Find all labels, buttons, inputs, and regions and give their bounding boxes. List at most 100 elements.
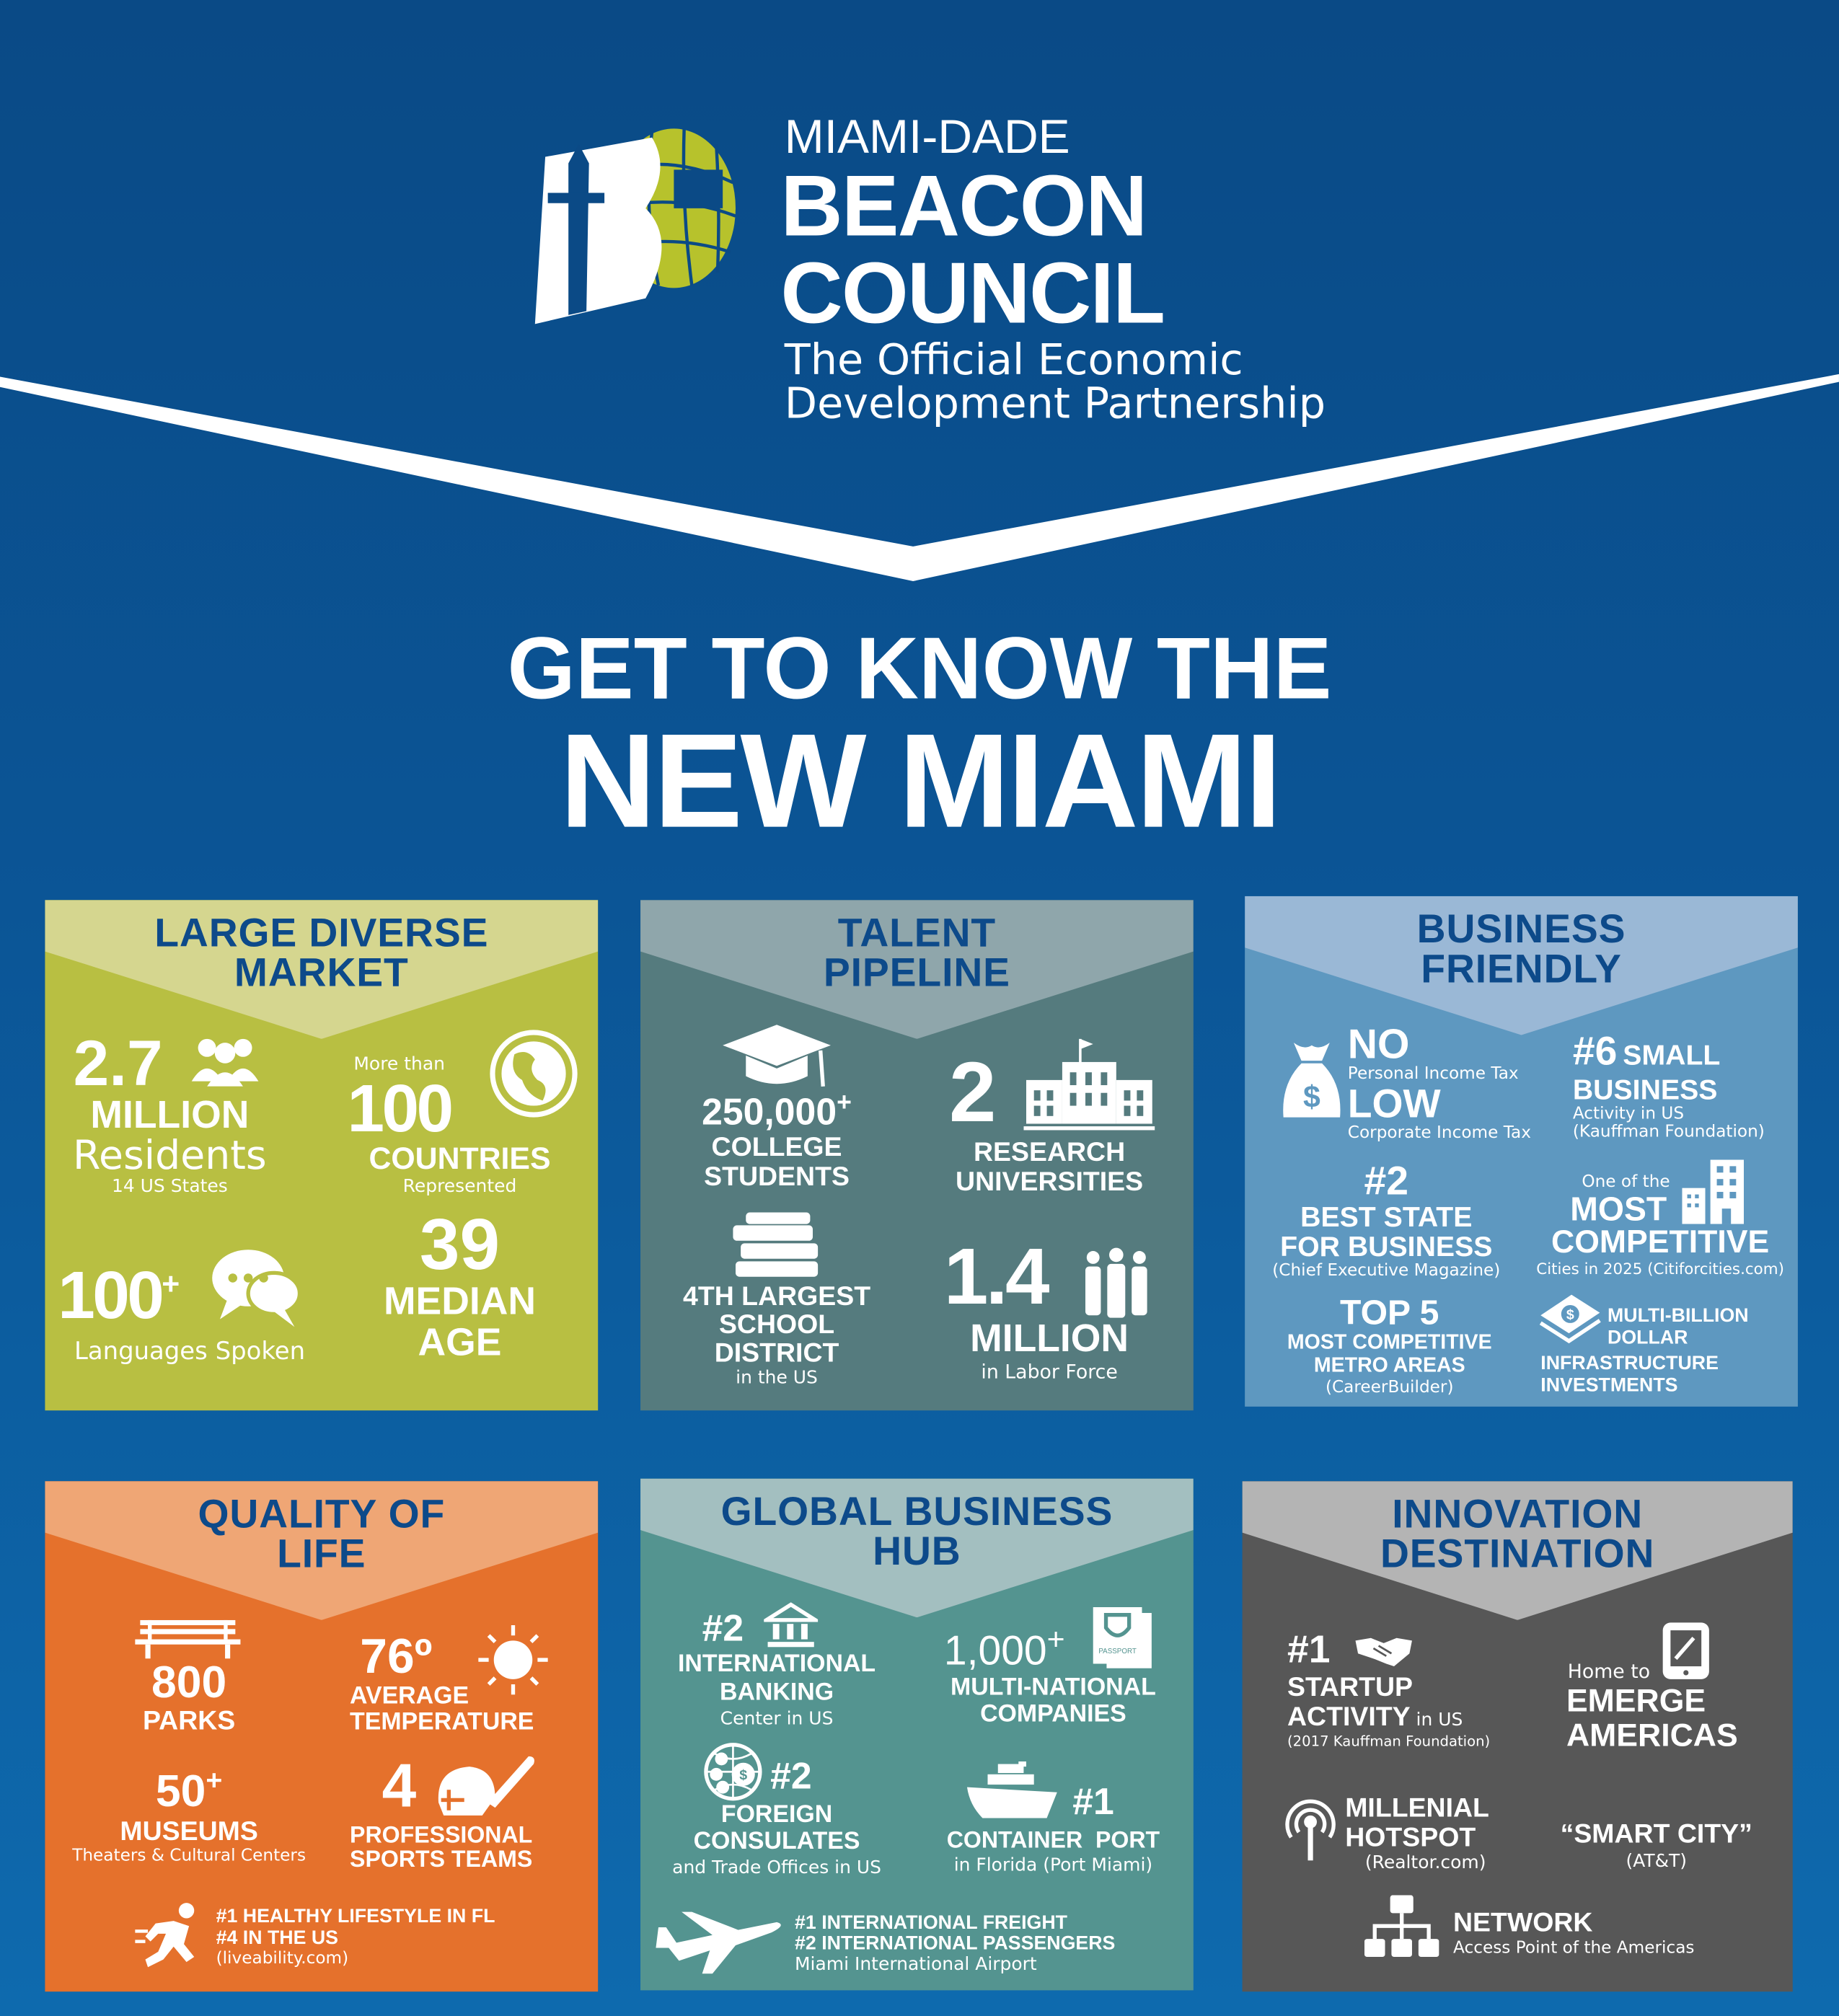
museums-note: Theaters & Cultural Centers xyxy=(72,1846,306,1866)
startup-rank: #1 xyxy=(1287,1629,1331,1672)
passport-icon: PASSPORT xyxy=(1093,1607,1153,1670)
temp-line-1: AVERAGE xyxy=(350,1683,469,1710)
banking-line-2: BANKING xyxy=(719,1679,834,1707)
currency-globe-icon: $ xyxy=(704,1743,762,1801)
companies-sup: + xyxy=(1046,1622,1065,1658)
competitive-note: Cities in 2025 (Citiforcities.com) xyxy=(1536,1260,1784,1278)
ship-icon xyxy=(966,1761,1057,1818)
sports-icon xyxy=(438,1756,534,1816)
metro-rank: TOP 5 xyxy=(1340,1293,1439,1332)
small-note-1: Activity in US xyxy=(1572,1104,1685,1124)
universities-line-1: RESEARCH xyxy=(973,1138,1126,1168)
consulates-line-1: FOREIGN xyxy=(720,1801,833,1829)
panel-title: QUALITY OF LIFE xyxy=(45,1494,598,1574)
residents-value: 2.7 xyxy=(73,1027,163,1100)
countries-note: Represented xyxy=(402,1176,517,1198)
panel-title-line-1: TALENT xyxy=(837,910,997,955)
students-value: 250,000 xyxy=(702,1092,837,1134)
small-rank: #6 xyxy=(1572,1028,1618,1074)
panel-title-line-1: BUSINESS xyxy=(1416,906,1626,952)
museums-sup: + xyxy=(206,1764,223,1797)
temp-value: 76º xyxy=(360,1630,433,1684)
startup-note: (2017 Kauffman Foundation) xyxy=(1287,1733,1491,1750)
startup-suffix: in US xyxy=(1410,1710,1463,1731)
small-line-1: SMALL xyxy=(1623,1038,1721,1071)
companies-line-1: MULTI-NATIONAL xyxy=(951,1674,1156,1702)
hotspot-icon xyxy=(1285,1799,1336,1861)
labor-value: 1.4 xyxy=(943,1233,1050,1322)
district-line-2: SCHOOL xyxy=(718,1310,835,1340)
graduation-cap-icon xyxy=(723,1025,831,1087)
metro-note: (CareerBuilder) xyxy=(1325,1378,1454,1398)
banking-rank: #2 xyxy=(702,1608,744,1650)
airport-line-2: #2 INTERNATIONAL PASSENGERS xyxy=(795,1932,1116,1955)
sports-line-2: SPORTS TEAMS xyxy=(350,1846,533,1873)
small-note-2: (Kauffman Foundation) xyxy=(1572,1122,1765,1142)
banking-note: Center in US xyxy=(720,1708,834,1730)
infra-line-3: INFRASTRUCTURE xyxy=(1540,1352,1719,1375)
tax-no-note: Personal Income Tax xyxy=(1347,1064,1519,1084)
students-sup: + xyxy=(837,1089,852,1118)
universities-line-2: UNIVERSITIES xyxy=(956,1167,1144,1198)
tax-low: LOW xyxy=(1347,1081,1441,1127)
tablet-icon xyxy=(1662,1622,1709,1679)
panel-title-line-1: GLOBAL BUSINESS xyxy=(720,1488,1113,1534)
consulates-line-2: CONSULATES xyxy=(693,1828,860,1856)
museums-label: MUSEUMS xyxy=(120,1816,258,1847)
port-line-1: CONTAINER PORT xyxy=(946,1826,1160,1853)
sports-value: 4 xyxy=(382,1752,417,1821)
infra-line-2: DOLLAR xyxy=(1608,1327,1688,1349)
countries-value: 100 xyxy=(347,1072,454,1147)
panel-global-business-hub: GLOBAL BUSINESS HUB #2 INTERNATIONAL BANK… xyxy=(640,1478,1194,1991)
panel-title-line-1: LARGE DIVERSE xyxy=(154,910,489,955)
parks-label: PARKS xyxy=(142,1706,236,1736)
infra-line-4: INVESTMENTS xyxy=(1540,1374,1678,1397)
handshake-icon xyxy=(1355,1637,1412,1667)
beacon-council-logo-icon xyxy=(534,128,736,324)
countries-label: COUNTRIES xyxy=(369,1141,551,1177)
logo-name-2: COUNCIL xyxy=(780,245,1165,342)
logo-name-1: BEACON xyxy=(780,158,1147,255)
tax-low-note: Corporate Income Tax xyxy=(1347,1123,1531,1144)
bench-icon xyxy=(135,1619,241,1659)
smart-city-note: (AT&T) xyxy=(1626,1851,1688,1873)
health-line-1: #1 HEALTHY LIFESTYLE IN FL xyxy=(216,1905,495,1928)
hotspot-note: (Realtor.com) xyxy=(1364,1852,1486,1874)
panel-innovation-destination: INNOVATION DESTINATION #1 STARTUP ACTIVIT… xyxy=(1242,1481,1793,1992)
panel-title: BUSINESS FRIENDLY xyxy=(1245,909,1798,989)
labor-unit: MILLION xyxy=(970,1317,1129,1361)
panel-title-line-2: PIPELINE xyxy=(823,950,1010,996)
svg-text:PASSPORT: PASSPORT xyxy=(1098,1648,1136,1655)
age-value: 39 xyxy=(419,1203,500,1285)
languages-label: Languages Spoken xyxy=(74,1337,306,1366)
network-note: Access Point of the Americas xyxy=(1453,1939,1695,1958)
hotspot-line-1: MILLENIAL xyxy=(1345,1793,1489,1823)
panel-title-line-1: INNOVATION xyxy=(1392,1491,1644,1537)
logo-pre: MIAMI-DADE xyxy=(784,110,1070,164)
metro-line-1: MOST COMPETITIVE xyxy=(1287,1332,1492,1354)
university-building-icon xyxy=(1023,1038,1155,1131)
countries-pre: More than xyxy=(353,1054,445,1075)
books-icon xyxy=(733,1212,819,1277)
parks-value: 800 xyxy=(151,1657,227,1708)
hotspot-line-2: HOTSPOT xyxy=(1345,1823,1476,1853)
startup-line-2: ACTIVITY xyxy=(1287,1702,1411,1732)
panel-title: GLOBAL BUSINESS HUB xyxy=(640,1492,1194,1572)
panel-title: LARGE DIVERSE MARKET xyxy=(45,913,598,993)
companies-value: 1,000 xyxy=(943,1627,1047,1674)
airport-line-1: #1 INTERNATIONAL FREIGHT xyxy=(795,1911,1068,1934)
panel-title-line-1: QUALITY OF xyxy=(198,1491,446,1537)
startup-line-1: STARTUP xyxy=(1287,1672,1414,1702)
headline-line-1: GET TO KNOW THE xyxy=(507,619,1332,718)
district-line-3: DISTRICT xyxy=(714,1338,839,1369)
district-note: in the US xyxy=(736,1368,818,1389)
sun-icon xyxy=(478,1624,548,1695)
network-icon xyxy=(1364,1895,1439,1958)
panel-title: TALENT PIPELINE xyxy=(640,913,1194,993)
panel-title-line-2: DESTINATION xyxy=(1380,1531,1655,1577)
residents-label: Residents xyxy=(73,1132,267,1180)
panel-talent-pipeline: TALENT PIPELINE 250,000+ COLLEGE STUDENTS… xyxy=(640,900,1194,1411)
people-icon xyxy=(191,1038,259,1087)
small-line-2: BUSINESS xyxy=(1572,1073,1718,1106)
health-note: (liveability.com) xyxy=(216,1949,349,1969)
